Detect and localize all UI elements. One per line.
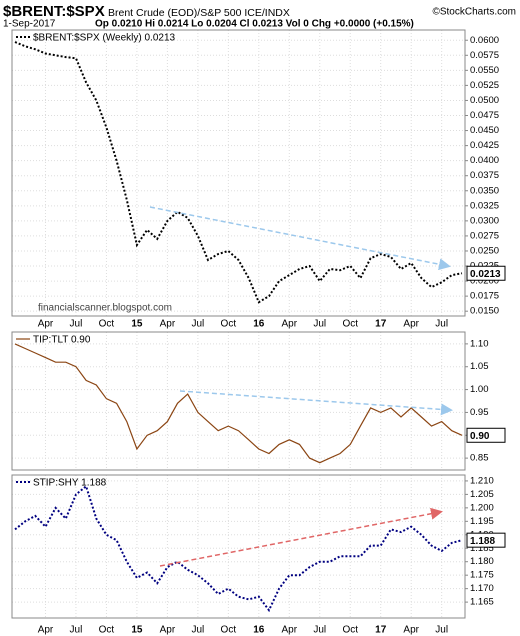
- y-tick-label: 0.0325: [470, 200, 499, 211]
- x-tick-label: Oct: [221, 625, 237, 636]
- y-tick-label: 0.0425: [470, 140, 499, 151]
- date: 1-Sep-2017: [3, 19, 56, 30]
- x-tick-label: Jul: [191, 625, 204, 636]
- description: Brent Crude (EOD)/S&P 500 ICE/INDX: [108, 7, 290, 19]
- y-tick-label: 1.195: [470, 516, 494, 527]
- panel-frame: [11, 29, 466, 317]
- x-tick-label: Oct: [221, 319, 237, 330]
- x-tick-label: 15: [131, 625, 143, 636]
- y-tick-label: 0.0375: [470, 170, 499, 181]
- x-tick-label: Jul: [313, 625, 326, 636]
- legend-label: STIP:SHY 1.188: [33, 478, 107, 489]
- legend-label: TIP:TLT 0.90: [33, 335, 91, 346]
- y-tick-label: 0.0250: [470, 245, 499, 256]
- y-tick-label: 0.0600: [470, 35, 499, 46]
- x-tick-label: 15: [131, 319, 143, 330]
- y-tick-label: 1.05: [470, 361, 489, 372]
- x-tick-label: Oct: [342, 625, 358, 636]
- y-tick-label: 0.0525: [470, 80, 499, 91]
- x-tick-label: 16: [253, 625, 265, 636]
- x-tick-label: Apr: [160, 625, 176, 636]
- x-tick-label: Jul: [435, 319, 448, 330]
- x-tick-label: Jul: [191, 319, 204, 330]
- y-tick-label: 0.0175: [470, 291, 499, 302]
- last-value-box: [466, 532, 506, 548]
- x-tick-label: Apr: [403, 319, 419, 330]
- y-tick-label: 1.185: [470, 543, 494, 554]
- y-tick-label: 0.0475: [470, 110, 499, 121]
- x-tick-label: Oct: [99, 319, 115, 330]
- y-tick-label: 0.0200: [470, 276, 499, 287]
- x-tick-label: 16: [253, 319, 265, 330]
- trend-arrow: [149, 206, 451, 271]
- y-tick-label: 0.0500: [470, 95, 499, 106]
- symbol: $BRENT:$SPX: [3, 3, 105, 20]
- last-value-label: 0.90: [470, 431, 490, 442]
- x-tick-label: 17: [375, 625, 387, 636]
- y-tick-label: 0.0300: [470, 215, 499, 226]
- x-tick-label: Oct: [342, 319, 358, 330]
- y-tick-label: 0.0550: [470, 65, 499, 76]
- last-value-box: [466, 265, 506, 281]
- y-tick-label: 1.210: [470, 475, 494, 486]
- x-tick-label: Apr: [38, 319, 54, 330]
- annotation: financialscanner.blogspot.com: [38, 303, 172, 314]
- y-tick-label: 0.0450: [470, 125, 499, 136]
- panel-frame: [11, 474, 466, 619]
- x-tick-label: 17: [375, 319, 387, 330]
- y-tick-label: 1.165: [470, 597, 494, 608]
- x-tick-label: Oct: [99, 625, 115, 636]
- x-tick-label: Apr: [282, 625, 298, 636]
- y-tick-label: 1.10: [470, 338, 489, 349]
- series-line: [14, 484, 463, 613]
- series-line: [14, 343, 463, 464]
- y-tick-label: 0.0400: [470, 155, 499, 166]
- y-tick-label: 0.95: [470, 407, 489, 418]
- series-line: [14, 41, 463, 304]
- plot-area: [12, 332, 465, 470]
- x-tick-label: Jul: [70, 319, 83, 330]
- legend-label: $BRENT:$SPX (Weekly) 0.0213: [33, 33, 176, 44]
- y-tick-label: 0.0575: [470, 50, 499, 61]
- x-tick-label: Apr: [282, 319, 298, 330]
- last-value-box: [466, 427, 506, 443]
- credit: ©StockCharts.com: [432, 7, 516, 18]
- y-tick-label: 1.180: [470, 556, 494, 567]
- y-tick-label: 1.175: [470, 570, 494, 581]
- y-tick-label: 0.0150: [470, 306, 499, 317]
- x-tick-label: Jul: [435, 625, 448, 636]
- x-tick-label: Apr: [403, 625, 419, 636]
- stats: Op 0.0210 Hi 0.0214 Lo 0.0204 Cl 0.0213 …: [95, 19, 414, 30]
- x-tick-label: Jul: [313, 319, 326, 330]
- x-tick-label: Apr: [160, 319, 176, 330]
- panel-frame: [11, 331, 466, 471]
- y-tick-label: 1.205: [470, 489, 494, 500]
- x-tick-label: Jul: [70, 625, 83, 636]
- panels: 0.01500.01750.02000.02250.02500.02750.03…: [11, 29, 506, 636]
- plot-area: [12, 475, 465, 618]
- y-tick-label: 1.200: [470, 502, 494, 513]
- y-tick-label: 0.0350: [470, 185, 499, 196]
- last-value-label: 0.0213: [470, 269, 501, 280]
- trend-arrow: [179, 390, 453, 416]
- y-tick-label: 0.0275: [470, 230, 499, 241]
- y-tick-label: 1.00: [470, 384, 489, 395]
- x-tick-label: Apr: [38, 625, 54, 636]
- y-tick-label: 1.170: [470, 583, 494, 594]
- last-value-label: 1.188: [470, 536, 495, 547]
- y-tick-label: 0.85: [470, 453, 489, 464]
- plot-area: [12, 30, 465, 316]
